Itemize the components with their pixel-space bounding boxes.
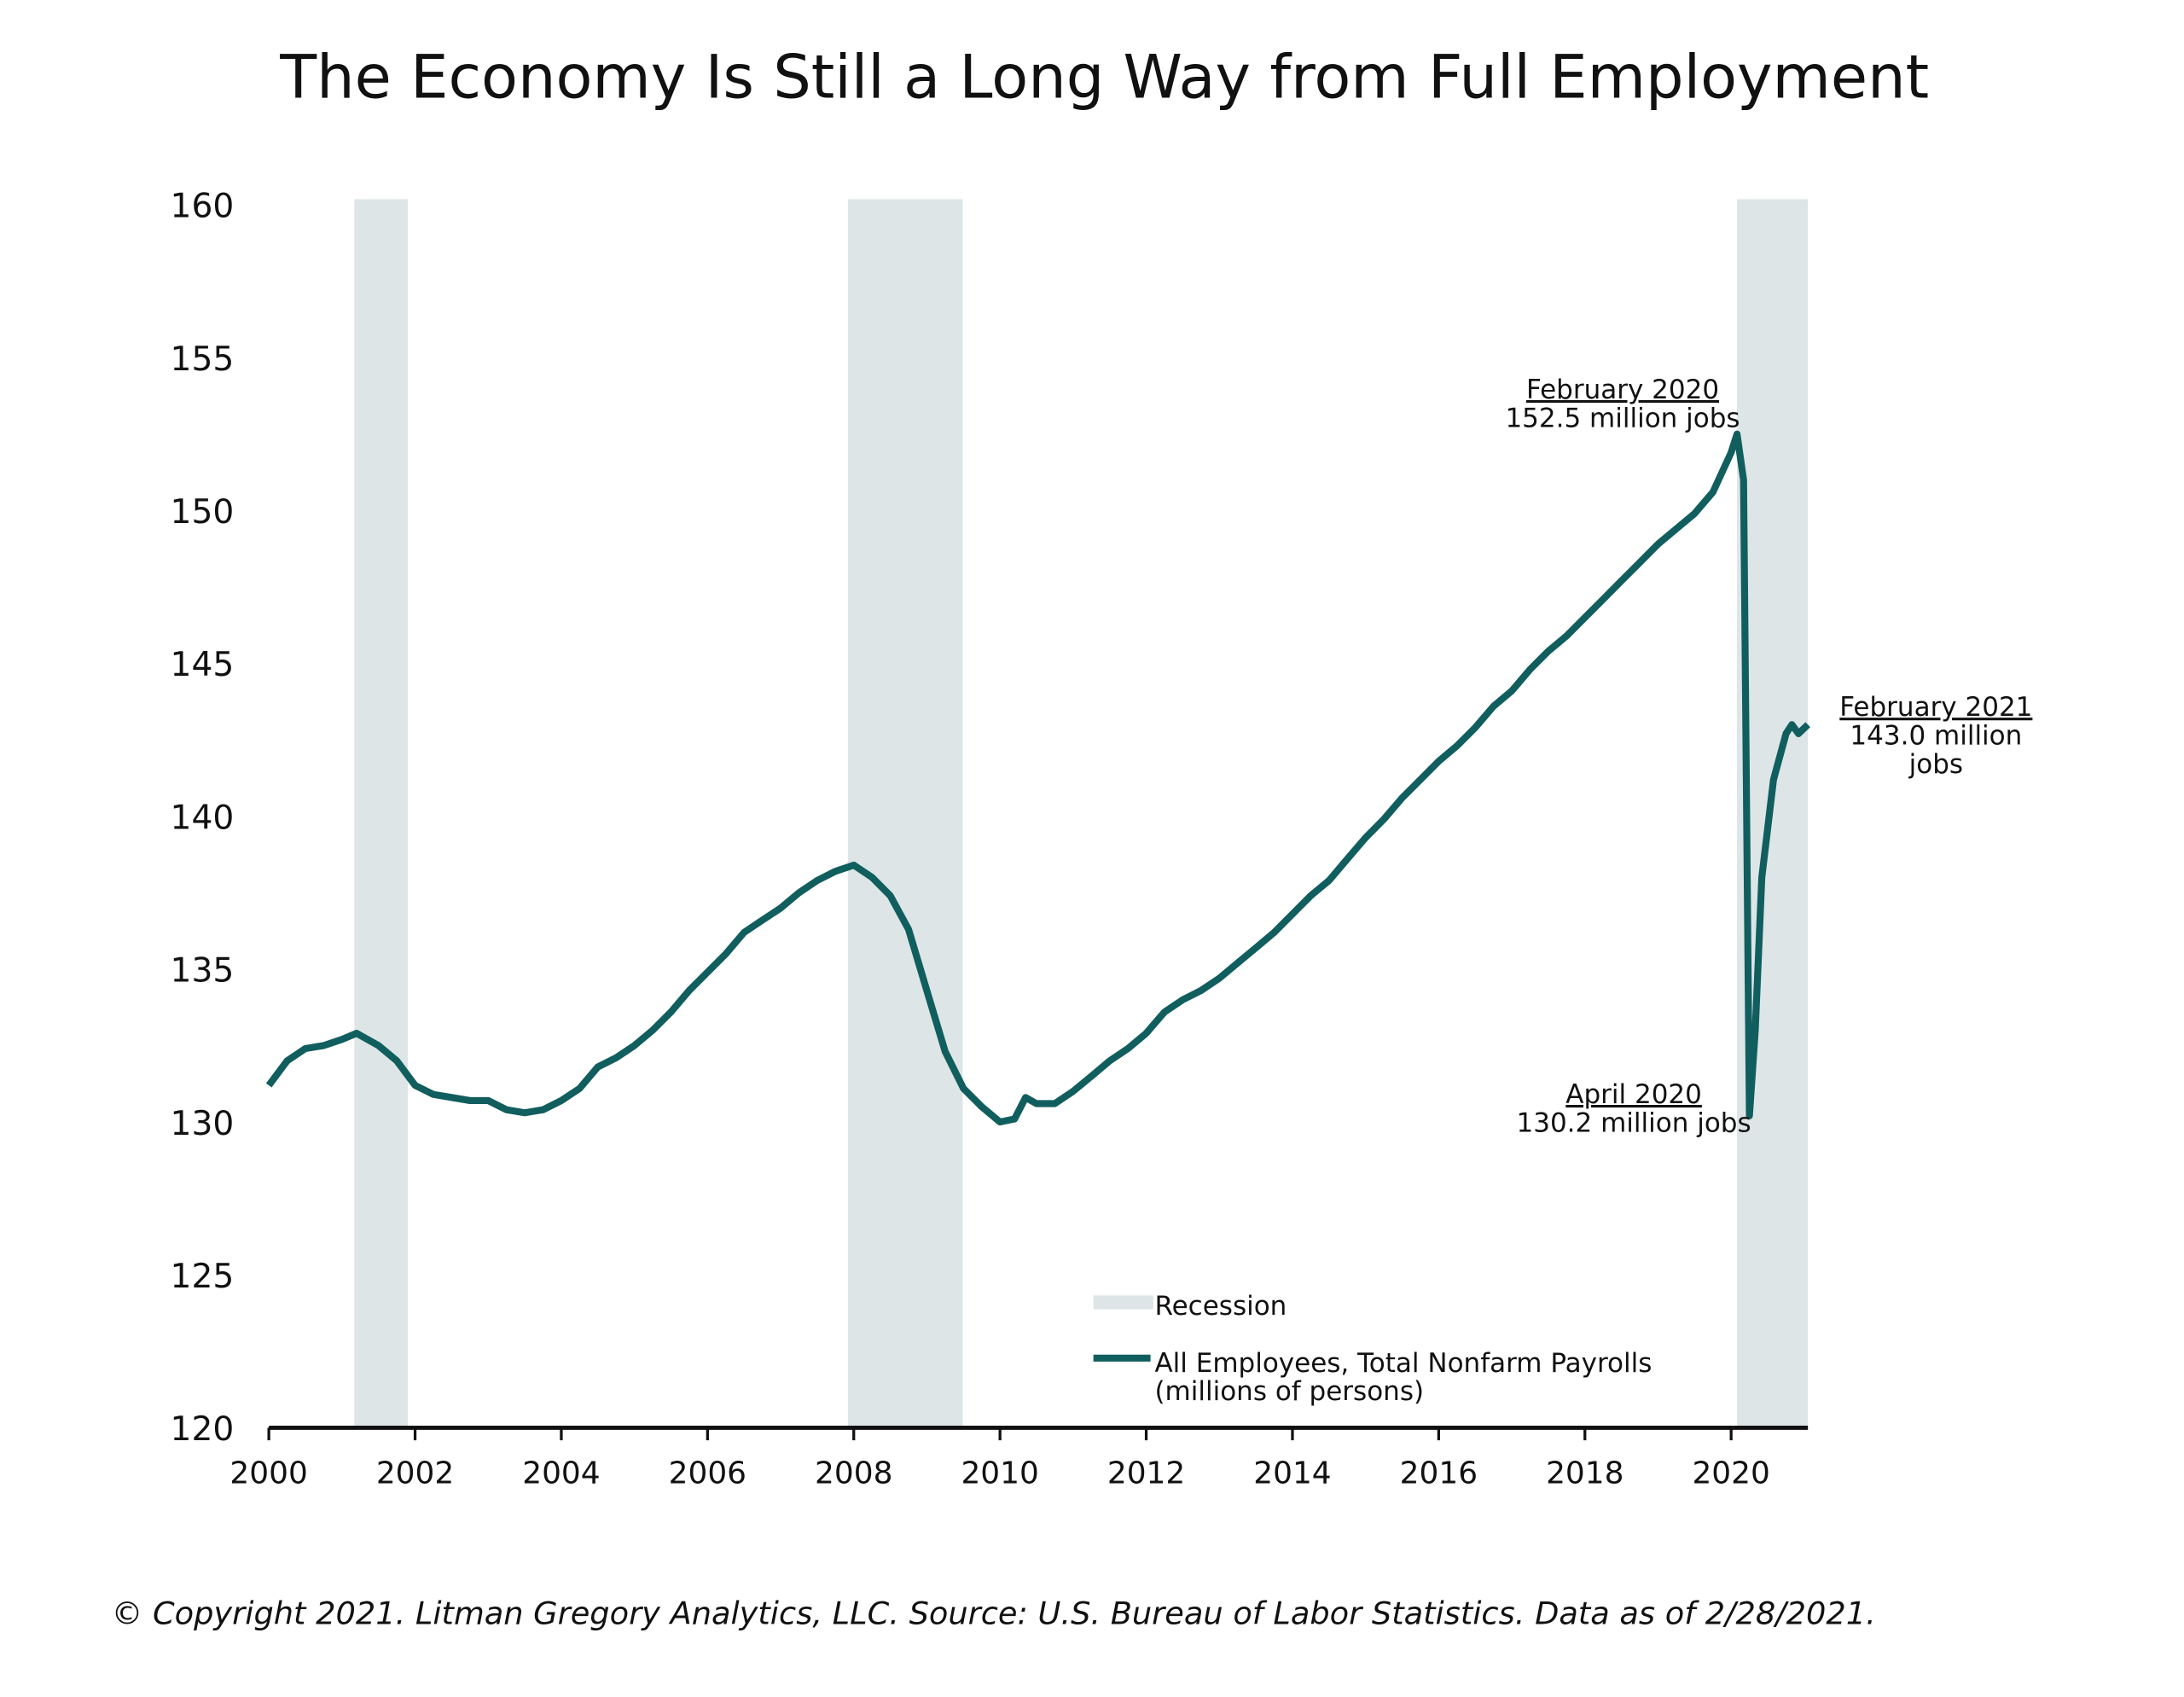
chart-title: The Economy Is Still a Long Way from Ful…: [279, 42, 1929, 112]
legend-label: (millions of persons): [1154, 1376, 1424, 1407]
series-line: [265, 430, 1810, 1126]
y-tick-label: 155: [171, 340, 235, 379]
x-tick-label: 2020: [1692, 1456, 1769, 1491]
x-tick-label: 2004: [522, 1456, 600, 1491]
y-tick-label: 135: [171, 952, 235, 991]
annotation: 143.0 million: [1850, 721, 2022, 752]
y-tick-label: 120: [171, 1410, 235, 1449]
x-tick-label: 2018: [1546, 1456, 1623, 1491]
x-tick-label: 2010: [961, 1456, 1038, 1491]
y-tick-label: 130: [171, 1105, 235, 1143]
x-tick-label: 2008: [815, 1456, 892, 1491]
annotation: February 2021: [1839, 692, 2032, 723]
annotation: 152.5 million jobs: [1505, 403, 1740, 433]
annotation: April 2020: [1565, 1079, 1702, 1110]
legend-label: All Employees, Total Nonfarm Payrolls: [1154, 1348, 1652, 1379]
footer: © Copyright 2021. Litman Gregory Analyti…: [112, 1595, 1876, 1632]
x-tick-label: 2016: [1400, 1456, 1478, 1491]
y-tick-label: 150: [171, 493, 235, 532]
y-tick-label: 145: [171, 646, 235, 684]
y-tick-label: 140: [171, 799, 235, 837]
legend-swatch: [1093, 1295, 1153, 1310]
x-tick-label: 2014: [1253, 1456, 1331, 1491]
x-tick-label: 2006: [669, 1456, 746, 1491]
recession-band: [847, 199, 963, 1428]
x-tick-label: 2000: [229, 1456, 307, 1491]
annotation: jobs: [1908, 749, 1963, 780]
y-tick-label: 125: [171, 1258, 235, 1296]
annotation: February 2020: [1526, 375, 1719, 405]
y-tick-label: 160: [171, 188, 235, 226]
x-tick-label: 2012: [1107, 1456, 1185, 1491]
x-tick-label: 2002: [376, 1456, 454, 1491]
recession-band: [354, 199, 408, 1428]
annotation: 130.2 million jobs: [1517, 1107, 1751, 1138]
legend-label: Recession: [1154, 1291, 1287, 1322]
